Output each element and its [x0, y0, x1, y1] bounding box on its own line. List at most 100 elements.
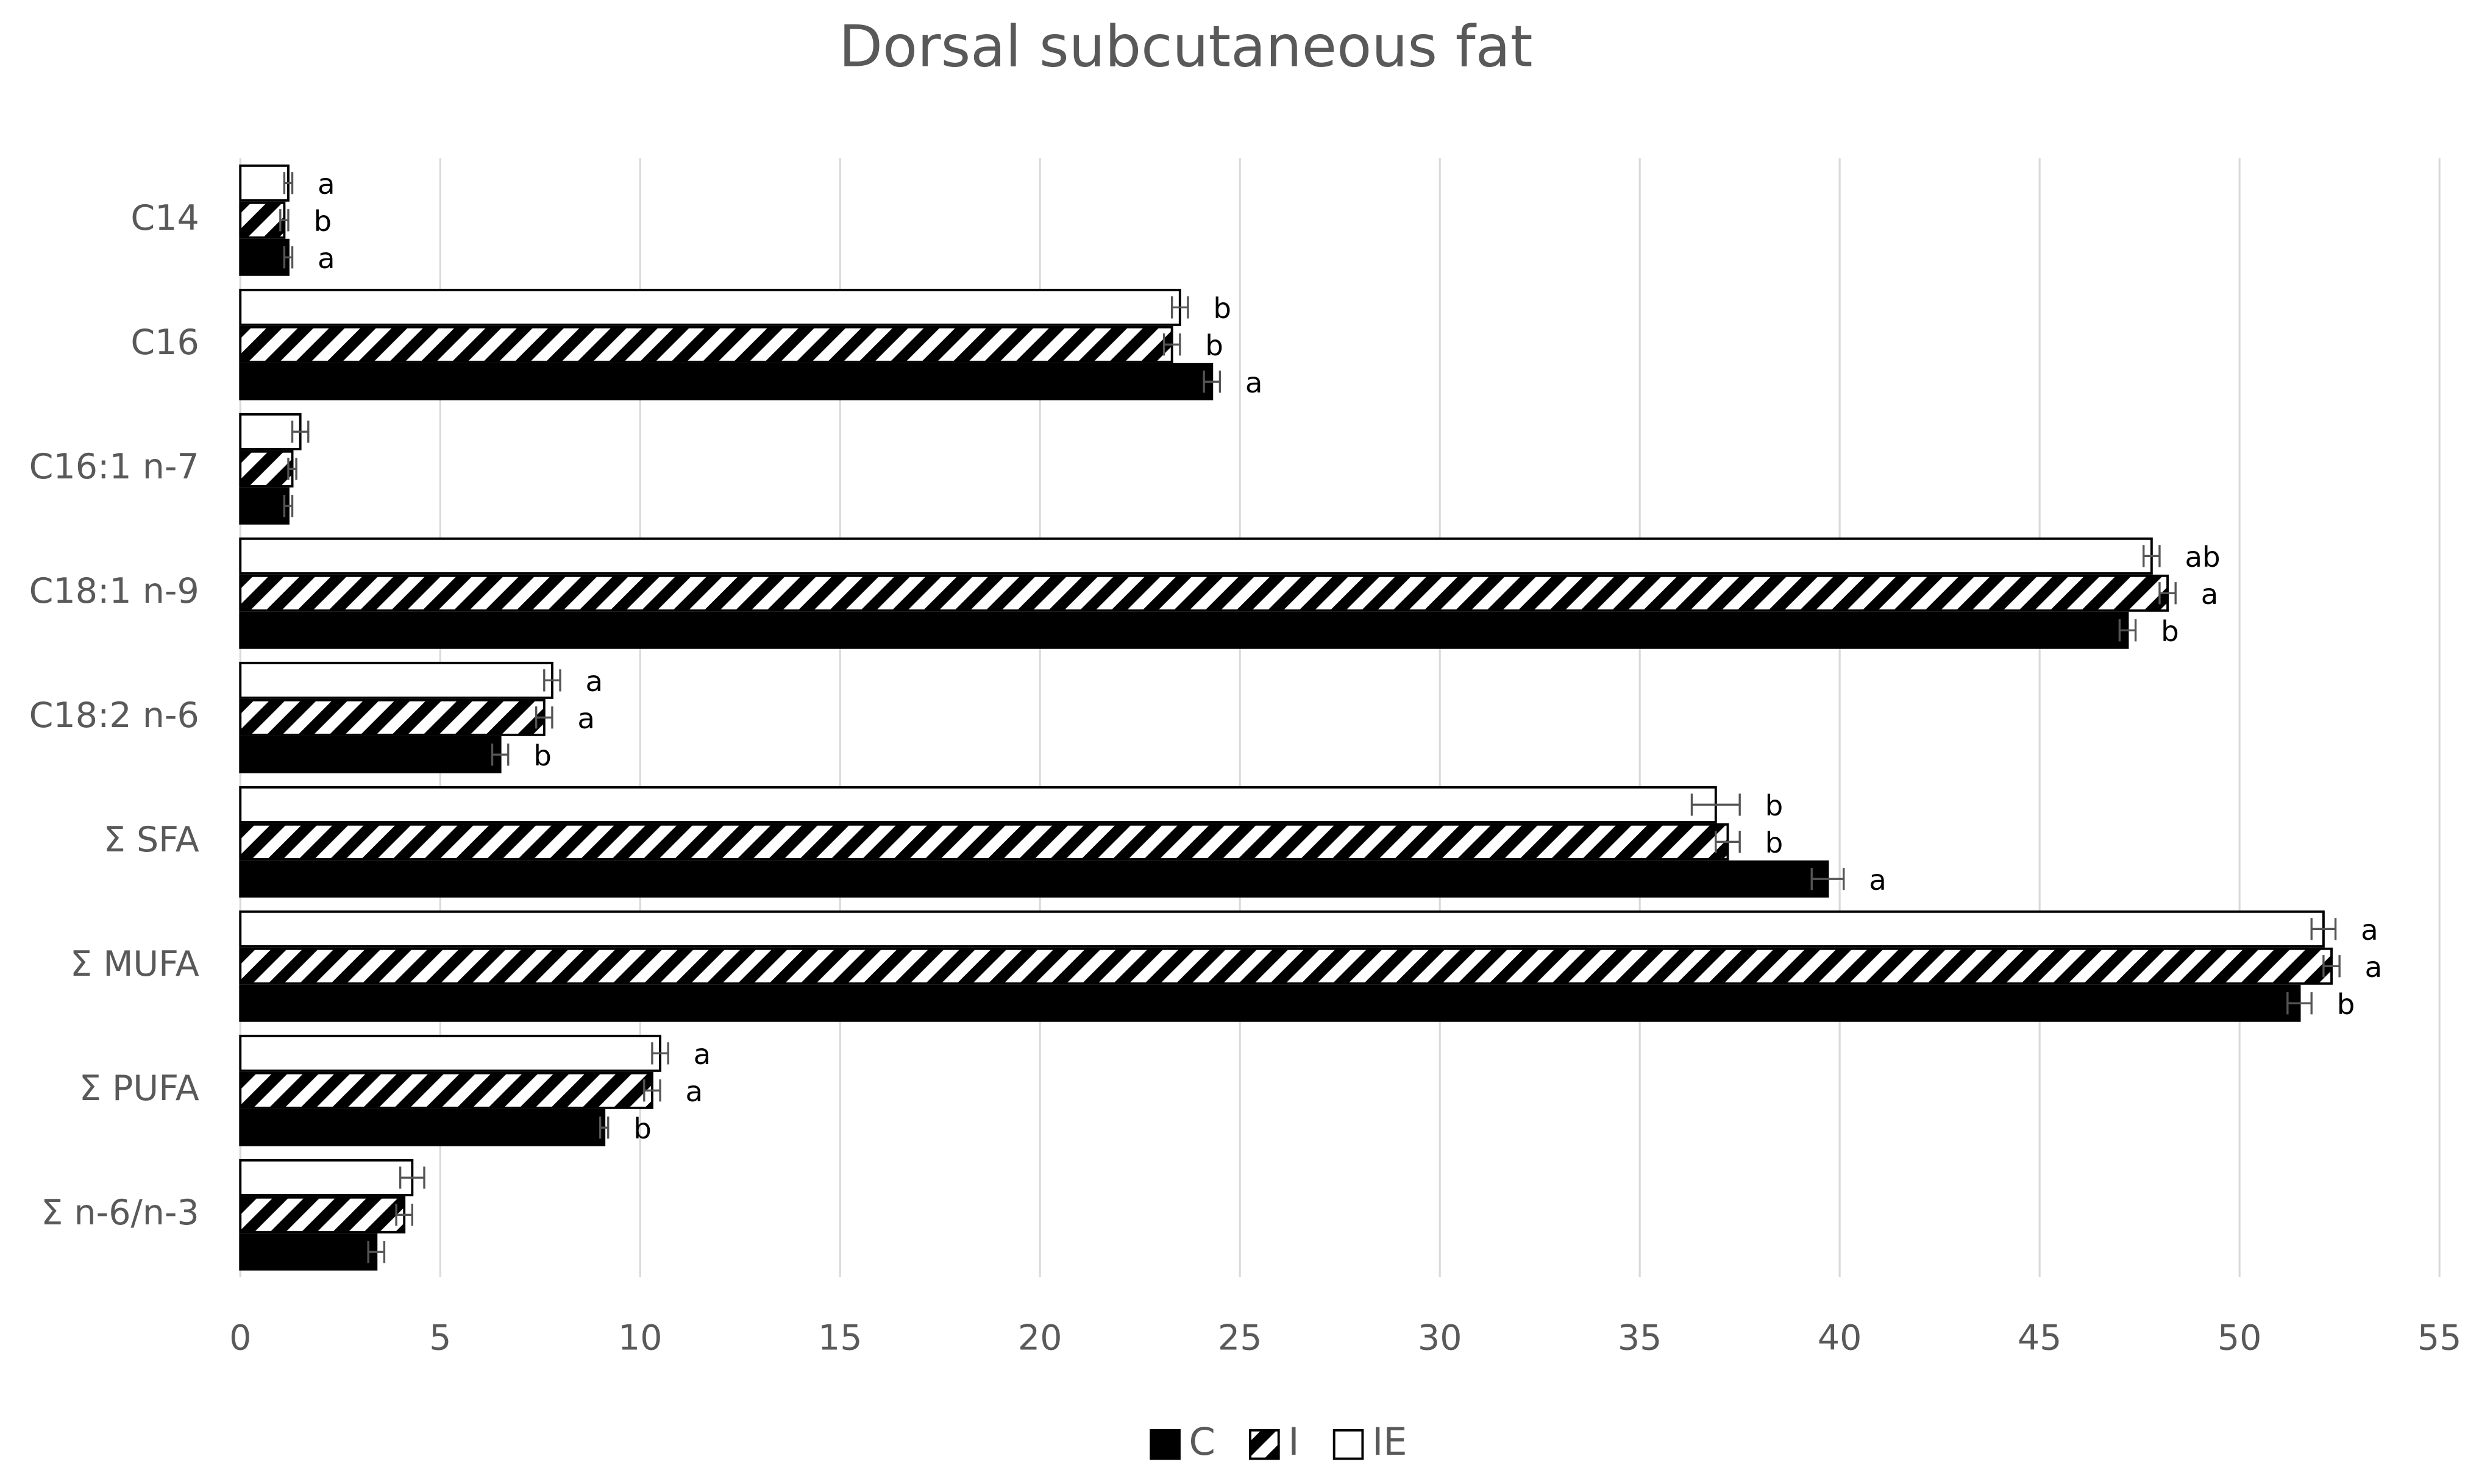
error-bar	[291, 421, 310, 443]
bar	[239, 201, 286, 239]
y-tick-label: C18:2 n-6	[29, 695, 199, 736]
error-bar	[1171, 296, 1189, 319]
error-bar	[543, 669, 561, 692]
bar	[239, 487, 290, 525]
error-bar	[651, 1042, 669, 1065]
error-bar	[2118, 619, 2137, 642]
x-tick-label: 0	[229, 1318, 251, 1358]
y-tick-label: C18:1 n-9	[29, 571, 199, 611]
significance-letter: a	[1869, 864, 1887, 897]
error-bar	[2158, 582, 2177, 605]
error-bar	[399, 1166, 425, 1189]
x-tick-label: 40	[1818, 1318, 1862, 1358]
error-bar	[367, 1241, 386, 1263]
error-bar	[2322, 955, 2341, 978]
significance-letter: b	[1765, 790, 1784, 823]
bar	[239, 450, 294, 488]
y-tick-label: Σ PUFA	[79, 1068, 199, 1109]
significance-letter: a	[2361, 914, 2378, 947]
legend-swatch	[1150, 1429, 1181, 1460]
bar	[239, 736, 502, 773]
legend-swatch	[1249, 1429, 1280, 1460]
y-tick-label: Σ n-6/n-3	[41, 1193, 199, 1233]
significance-letter: a	[318, 168, 335, 201]
legend-label: IE	[1372, 1419, 1407, 1464]
significance-letter: a	[2365, 951, 2383, 984]
error-bar	[2310, 918, 2337, 940]
y-tick-label: C14	[130, 198, 199, 238]
significance-letter: b	[1205, 330, 1223, 363]
error-bar	[283, 495, 294, 517]
bar	[239, 164, 290, 202]
error-bar	[2143, 545, 2161, 567]
significance-letter: a	[318, 243, 335, 275]
error-bar	[1162, 333, 1181, 356]
bar	[239, 611, 2129, 649]
error-bar	[643, 1079, 661, 1102]
y-tick-label: C16:1 n-7	[29, 447, 199, 487]
error-bar	[1690, 793, 1741, 816]
significance-letter: ab	[2185, 541, 2220, 574]
bar	[239, 1071, 653, 1109]
significance-letter: a	[686, 1076, 703, 1109]
y-tick-label: Σ MUFA	[70, 944, 199, 984]
significance-letter: a	[694, 1038, 711, 1071]
error-bar	[535, 706, 553, 729]
bar	[239, 984, 2301, 1022]
significance-letter: a	[2201, 578, 2219, 611]
error-bar	[283, 246, 294, 269]
significance-letter: b	[633, 1113, 652, 1146]
significance-letter: b	[533, 740, 552, 773]
x-tick-label: 35	[1618, 1318, 1662, 1358]
x-tick-label: 30	[1418, 1318, 1462, 1358]
significance-letter: a	[1245, 367, 1263, 400]
chart-title: Dorsal subcutaneous fat	[839, 13, 1532, 80]
significance-letter: b	[2161, 616, 2179, 648]
x-tick-label: 5	[429, 1318, 451, 1358]
error-bar	[2286, 992, 2313, 1015]
significance-letter: b	[313, 205, 332, 238]
error-bar	[1715, 831, 1741, 853]
x-tick-label: 20	[1018, 1318, 1062, 1358]
bar	[239, 1233, 378, 1271]
legend-label: I	[1288, 1419, 1299, 1464]
error-bar	[287, 458, 297, 480]
error-bar	[1203, 371, 1222, 393]
error-bar	[395, 1204, 414, 1226]
bar	[239, 325, 1173, 363]
significance-letter: b	[2337, 989, 2355, 1021]
legend-label: C	[1189, 1419, 1215, 1464]
significance-letter: b	[1765, 827, 1784, 860]
x-tick-label: 25	[1218, 1318, 1262, 1358]
x-tick-label: 15	[818, 1318, 862, 1358]
legend-swatch	[1332, 1429, 1364, 1460]
bar	[239, 1109, 606, 1146]
error-bar	[599, 1117, 610, 1139]
bar	[239, 860, 1829, 898]
bar	[239, 786, 1717, 823]
significance-letter: a	[586, 666, 603, 698]
significance-letter: a	[577, 703, 595, 736]
bar	[239, 947, 2333, 985]
bar	[239, 1034, 661, 1072]
bar	[239, 537, 2153, 575]
y-tick-label: C16	[130, 322, 199, 363]
error-bar	[283, 172, 294, 194]
bar	[239, 288, 1181, 326]
bar	[239, 661, 553, 699]
x-tick-label: 50	[2218, 1318, 2262, 1358]
bar	[239, 823, 1729, 861]
bar	[239, 363, 1214, 400]
error-bar	[491, 744, 510, 766]
x-tick-label: 45	[2018, 1318, 2062, 1358]
x-tick-label: 10	[618, 1318, 663, 1358]
bar	[239, 1159, 414, 1196]
bar	[239, 574, 2169, 612]
bar	[239, 910, 2325, 948]
error-bar	[279, 209, 290, 232]
x-tick-label: 55	[2417, 1318, 2462, 1358]
error-bar	[1810, 868, 1845, 890]
bar	[239, 698, 546, 736]
bar	[239, 238, 290, 276]
